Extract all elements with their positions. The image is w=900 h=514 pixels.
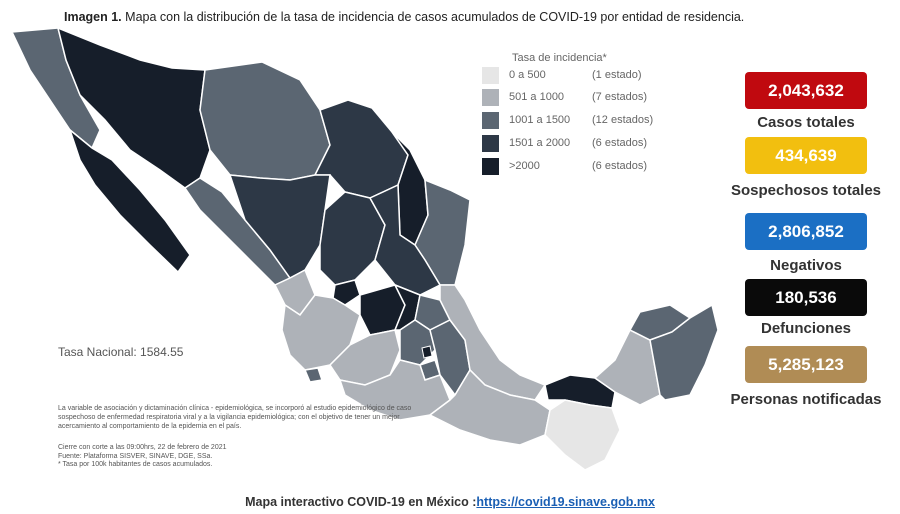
- legend-range: 0 a 500: [509, 69, 546, 81]
- total-cases-label: Casos totales: [757, 114, 855, 131]
- notified-label: Personas notificadas: [730, 391, 882, 408]
- legend-swatch: [482, 158, 499, 175]
- legend-count: (7 estados): [592, 91, 648, 103]
- legend-count: (6 estados): [592, 137, 648, 149]
- cutoff-note: Cierre con corte a las 09:00hrs, 22 de f…: [58, 444, 227, 451]
- legend-range: >2000: [509, 160, 540, 172]
- total-cases-box: 2,043,632: [745, 72, 867, 109]
- negatives-box: 2,806,852: [745, 213, 867, 250]
- notified-box: 5,285,123: [745, 346, 867, 383]
- legend-swatch: [482, 89, 499, 106]
- legend-count: (1 estado): [592, 69, 642, 81]
- methodology-note: La variable de asociación y dictaminació…: [58, 405, 412, 430]
- state-quintana-roo: [649, 303, 719, 401]
- state-jalisco: [281, 294, 361, 371]
- legend-range: 501 a 1000: [509, 91, 565, 103]
- source-notes: Cierre con corte a las 09:00hrs, 22 de f…: [58, 444, 358, 470]
- legend-title: Tasa de incidencia*: [512, 52, 607, 64]
- legend-swatch: [482, 135, 499, 152]
- state-aguascalientes: [332, 279, 361, 306]
- state-chihuahua: [199, 61, 331, 181]
- image-caption: Imagen 1. Mapa con la distribución de la…: [64, 10, 744, 24]
- legend-range: 1501 a 2000: [509, 137, 571, 149]
- footer-text: Mapa interactivo COVID-19 en México :: [245, 495, 477, 509]
- deaths-box: 180,536: [745, 279, 867, 316]
- state-chiapas: [544, 399, 621, 471]
- national-rate: Tasa Nacional: 1584.55: [58, 345, 184, 359]
- deaths-label: Defunciones: [760, 320, 851, 337]
- legend-swatch: [482, 112, 499, 129]
- source-note: Fuente: Plataforma SISVER, SINAVE, DGE, …: [58, 452, 213, 460]
- negatives-label: Negativos: [770, 257, 842, 274]
- state-zacatecas: [319, 191, 386, 286]
- footer: Mapa interactivo COVID-19 en México :htt…: [0, 495, 900, 509]
- rate-note: * Tasa por 100k habitantes de casos acum…: [58, 461, 213, 468]
- caption-prefix: Imagen 1.: [64, 10, 122, 24]
- legend-count: (12 estados): [592, 114, 654, 126]
- legend-swatch: [482, 67, 499, 84]
- caption-text: Mapa con la distribución de la tasa de i…: [125, 10, 745, 24]
- legend-range: 1001 a 1500: [509, 114, 571, 126]
- legend-count: (6 estados): [592, 160, 648, 172]
- state-baja-california-sur: [68, 127, 191, 274]
- state-guerrero: [338, 359, 451, 421]
- suspected-label: Sospechosos totales: [730, 182, 882, 199]
- state-cdmx: [421, 345, 433, 359]
- state-colima: [303, 367, 323, 383]
- interactive-map-link[interactable]: https://covid19.sinave.gob.mx: [476, 495, 655, 509]
- suspected-box: 434,639: [745, 137, 867, 174]
